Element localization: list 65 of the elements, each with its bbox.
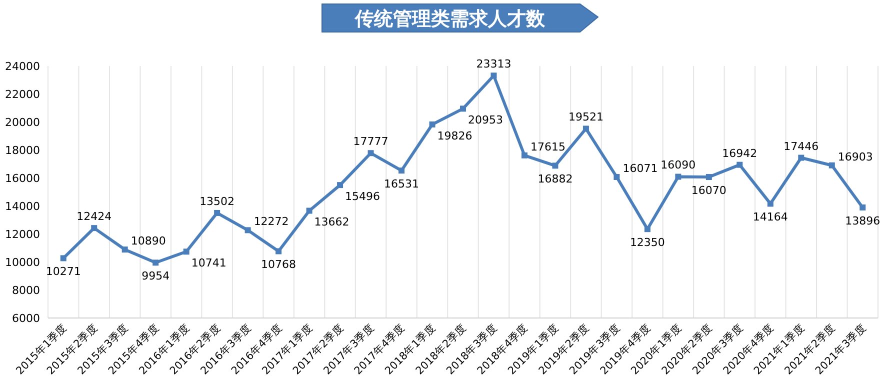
point bbox=[552, 162, 558, 169]
point bbox=[337, 182, 344, 188]
point bbox=[152, 260, 159, 266]
data-label: 17615 bbox=[530, 140, 566, 154]
y-tick-label: 20000 bbox=[5, 116, 40, 129]
data-label: 15496 bbox=[345, 190, 380, 204]
point bbox=[183, 248, 190, 255]
data-label: 13502 bbox=[200, 194, 235, 208]
data-label: 12350 bbox=[630, 236, 665, 250]
point bbox=[614, 174, 620, 180]
data-label: 10768 bbox=[261, 258, 296, 272]
y-tick-label: 14000 bbox=[5, 200, 40, 213]
data-label: 13662 bbox=[314, 216, 350, 229]
data-label: 10890 bbox=[130, 234, 166, 248]
point bbox=[214, 210, 220, 216]
point bbox=[490, 72, 497, 79]
point bbox=[706, 174, 712, 180]
y-tick-label: 10000 bbox=[5, 256, 40, 269]
data-label: 20953 bbox=[468, 114, 503, 127]
point bbox=[429, 121, 436, 128]
point bbox=[91, 225, 98, 232]
point bbox=[244, 227, 251, 234]
point bbox=[798, 154, 804, 161]
point bbox=[644, 226, 650, 232]
data-label: 10271 bbox=[46, 265, 81, 278]
point bbox=[675, 174, 682, 180]
y-tick-label: 18000 bbox=[5, 144, 40, 157]
data-label: 16903 bbox=[838, 150, 873, 164]
point bbox=[860, 204, 866, 210]
data-label: 17446 bbox=[784, 140, 819, 153]
point bbox=[828, 162, 835, 168]
point bbox=[767, 200, 774, 207]
y-tick-label: 8000 bbox=[12, 284, 40, 297]
data-label: 16071 bbox=[622, 162, 658, 176]
y-tick-label: 24000 bbox=[5, 60, 40, 73]
point bbox=[398, 168, 405, 174]
point bbox=[276, 248, 282, 254]
data-label: 12424 bbox=[76, 210, 112, 224]
chart-title: 传统管理类需求人才数 bbox=[354, 8, 546, 30]
y-tick-label: 6000 bbox=[12, 312, 40, 325]
y-tick-label: 12000 bbox=[5, 228, 40, 241]
data-label: 23313 bbox=[476, 58, 512, 71]
point bbox=[368, 150, 374, 156]
data-label: 17777 bbox=[353, 135, 388, 148]
point bbox=[122, 246, 128, 253]
data-label: 16882 bbox=[538, 172, 573, 186]
data-label: 12272 bbox=[254, 215, 289, 228]
data-label: 16531 bbox=[384, 178, 420, 191]
point bbox=[460, 106, 466, 112]
data-label: 10741 bbox=[191, 256, 226, 270]
data-label: 9954 bbox=[142, 270, 170, 283]
point bbox=[60, 255, 66, 262]
point bbox=[521, 152, 528, 158]
data-label: 16942 bbox=[722, 146, 758, 160]
data-label: 16090 bbox=[660, 158, 696, 172]
y-tick-label: 16000 bbox=[5, 172, 40, 185]
y-tick-label: 22000 bbox=[5, 88, 40, 101]
data-label: 13896 bbox=[845, 214, 880, 228]
data-label: 16070 bbox=[691, 184, 726, 198]
point bbox=[582, 126, 589, 132]
point bbox=[736, 162, 743, 168]
point bbox=[306, 208, 312, 214]
data-label: 19826 bbox=[437, 129, 472, 142]
data-label: 19521 bbox=[568, 110, 604, 124]
data-label: 14164 bbox=[752, 210, 788, 224]
